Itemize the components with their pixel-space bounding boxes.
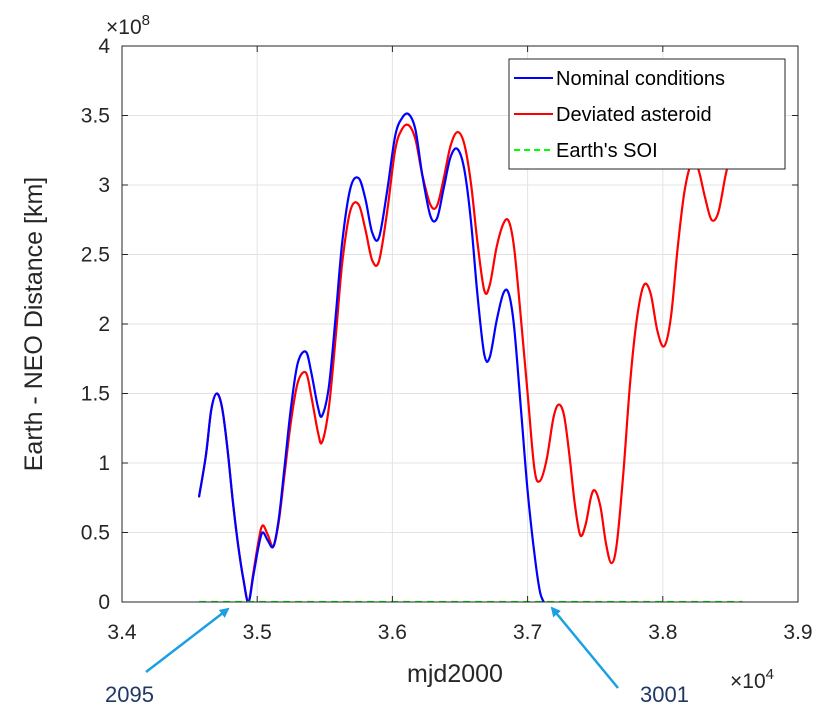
annotation-label-2095: 2095 xyxy=(105,682,154,707)
x-tick-label: 3.4 xyxy=(107,621,137,644)
y-tick-label: 2 xyxy=(98,313,110,336)
legend-label-deviated: Deviated asteroid xyxy=(556,104,712,126)
legend-box xyxy=(508,58,786,170)
legend-label-nominal: Nominal conditions xyxy=(556,68,725,90)
legend: Nominal conditions Deviated asteroid Ear… xyxy=(508,58,786,170)
x-tick-label: 3.9 xyxy=(783,621,812,644)
x-axis-title: mjd2000 xyxy=(407,660,503,688)
x-tick-label: 3.6 xyxy=(378,621,407,644)
ticks: 3.4 3.5 3.6 3.7 3.8 3.9 0 0.5 1 1.5 2 2.5 3 3.5 4 xyxy=(81,35,813,644)
legend-label-soi: Earth's SOI xyxy=(556,140,658,162)
annotation-label-3001: 3001 xyxy=(640,682,689,707)
y-tick-label: 1 xyxy=(98,452,110,475)
annotation-arrow-3001 xyxy=(550,606,619,689)
annotation-arrow-2095 xyxy=(145,607,230,673)
series-group xyxy=(198,112,743,602)
y-tick-label: 2.5 xyxy=(81,244,110,267)
y-tick-label: 0.5 xyxy=(81,522,110,545)
y-axis-title: Earth - NEO Distance [km] xyxy=(20,177,48,472)
y-exponent-label: ×108 xyxy=(106,12,150,39)
y-tick-label: 1.5 xyxy=(81,383,110,406)
x-tick-label: 3.8 xyxy=(648,621,677,644)
x-tick-label: 3.7 xyxy=(513,621,542,644)
y-tick-label: 0 xyxy=(98,591,110,614)
y-tick-label: 3.5 xyxy=(81,105,110,128)
annotations: 2095 3001 xyxy=(105,606,689,707)
x-exponent-label: ×104 xyxy=(730,666,774,693)
x-tick-label: 3.5 xyxy=(243,621,272,644)
y-tick-label: 4 xyxy=(98,35,110,58)
series-line-nominal-conditions xyxy=(198,112,545,602)
y-tick-label: 3 xyxy=(98,174,110,197)
